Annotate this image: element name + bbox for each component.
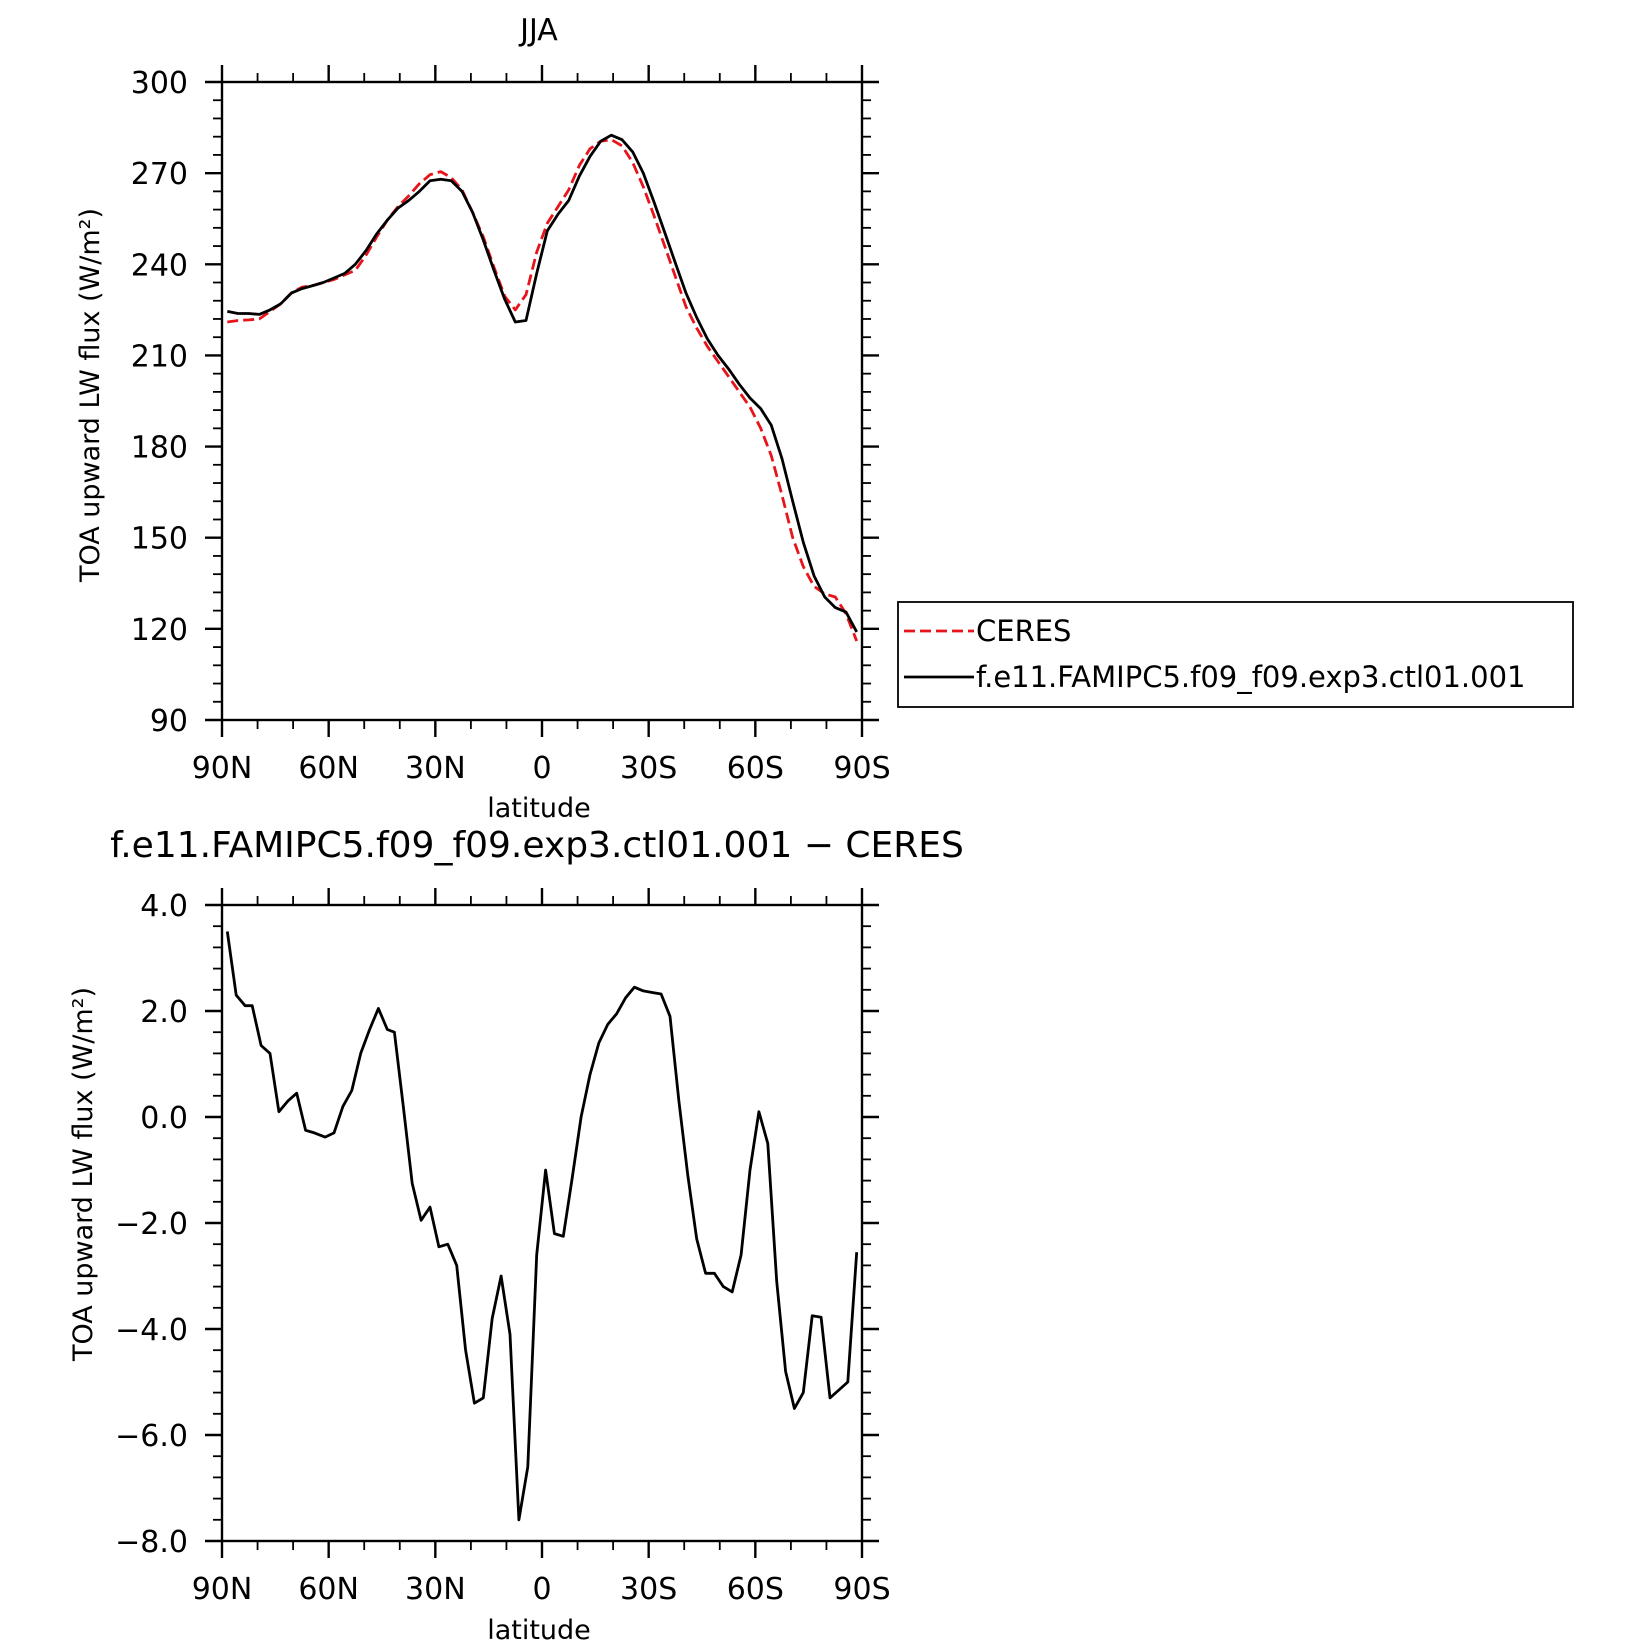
plot-frame — [220, 903, 864, 1543]
legend-label-ceres: CERES — [976, 614, 1071, 648]
y-tick-label: 270 — [131, 157, 188, 192]
panel-bottom-chart: f.e11.FAMIPC5.f09_f09.exp3.ctl01.001 − C… — [68, 825, 964, 1646]
x-tick-label: 30S — [620, 751, 677, 786]
x-tick-label: 90S — [833, 1572, 890, 1607]
x-tick-label: 30S — [620, 1572, 677, 1607]
legend: CERES f.e11.FAMIPC5.f09_f09.exp3.ctl01.0… — [897, 601, 1574, 708]
y-tick-label: 150 — [131, 522, 188, 557]
x-tick-label: 90N — [192, 1572, 253, 1607]
panel-top-chart: JJA TOA upward LW flux (W/m²) latitude 9… — [75, 13, 891, 824]
x-tick-label: 30N — [405, 751, 466, 786]
plot-frame — [220, 80, 864, 722]
y-tick-label: 4.0 — [140, 889, 188, 924]
y-axis-label: TOA upward LW flux (W/m²) — [75, 208, 106, 583]
x-tick-label: 60N — [298, 751, 359, 786]
x-tick-label: 60S — [727, 1572, 784, 1607]
chart-title: JJA — [518, 13, 558, 48]
x-tick-label: 90N — [192, 751, 253, 786]
y-tick-label: −6.0 — [115, 1419, 188, 1454]
series-line-difference — [225, 931, 859, 1522]
y-tick-label: −8.0 — [115, 1525, 188, 1560]
chart-title: f.e11.FAMIPC5.f09_f09.exp3.ctl01.001 − C… — [110, 825, 964, 866]
x-tick-label: 30N — [405, 1572, 466, 1607]
x-axis-label: latitude — [487, 1615, 591, 1646]
series-line-ceres — [227, 138, 859, 642]
x-tick-label: 60N — [298, 1572, 359, 1607]
series-line-f-e11-famipc5-f09-f09-exp3-ctl01-001 — [227, 133, 858, 633]
y-tick-label: 180 — [131, 431, 188, 466]
x-tick-label: 0 — [532, 1572, 551, 1607]
y-tick-label: 0.0 — [140, 1101, 188, 1136]
y-tick-label: 240 — [131, 248, 188, 283]
x-tick-label: 60S — [727, 751, 784, 786]
x-tick-label: 0 — [532, 751, 551, 786]
y-tick-label: 2.0 — [140, 995, 188, 1030]
y-tick-label: 120 — [131, 613, 188, 648]
x-tick-label: 90S — [833, 751, 890, 786]
legend-label-model: f.e11.FAMIPC5.f09_f09.exp3.ctl01.001 — [976, 660, 1525, 694]
legend-box — [897, 601, 1574, 708]
y-axis-label: TOA upward LW flux (W/m²) — [68, 987, 99, 1362]
y-tick-label: −2.0 — [115, 1207, 188, 1242]
y-tick-label: 90 — [150, 704, 188, 739]
x-axis-label: latitude — [487, 793, 591, 824]
y-tick-label: −4.0 — [115, 1313, 188, 1348]
y-tick-label: 210 — [131, 339, 188, 374]
y-tick-label: 300 — [131, 66, 188, 101]
